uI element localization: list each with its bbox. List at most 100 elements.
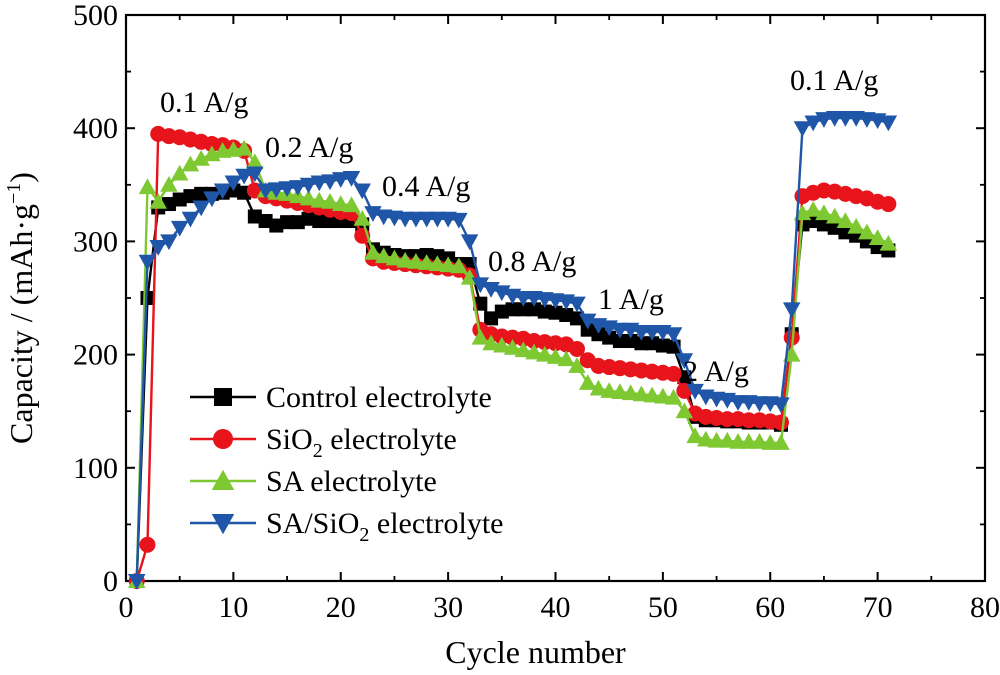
data-point xyxy=(815,204,833,221)
data-point xyxy=(312,214,327,229)
series-2 xyxy=(127,139,898,588)
data-point xyxy=(546,348,565,364)
data-point xyxy=(139,536,156,553)
legend-label: SA/SiO2 electrolyte xyxy=(266,507,503,546)
data-point xyxy=(172,192,187,207)
x-tick-label: 20 xyxy=(326,591,356,624)
data-point xyxy=(493,336,511,353)
data-point xyxy=(804,115,822,132)
data-point xyxy=(256,183,275,200)
data-point xyxy=(772,434,790,450)
legend-label-sub: 2 xyxy=(313,440,323,462)
data-point xyxy=(484,311,499,326)
data-point xyxy=(417,254,436,270)
data-point xyxy=(557,350,575,367)
data-point xyxy=(321,174,339,191)
data-point xyxy=(299,177,318,194)
series-layer xyxy=(127,111,898,590)
data-point xyxy=(396,251,414,268)
y-tick-label: 500 xyxy=(73,0,118,32)
data-point xyxy=(364,243,382,260)
legend-marker xyxy=(213,429,233,449)
legend-marker xyxy=(214,388,232,406)
data-point xyxy=(471,328,490,345)
data-point xyxy=(138,178,157,195)
data-point xyxy=(838,225,853,240)
data-point xyxy=(192,150,210,166)
data-point xyxy=(160,176,178,192)
data-point xyxy=(471,277,490,294)
data-point xyxy=(310,175,329,192)
data-point xyxy=(612,334,627,349)
data-point xyxy=(675,353,694,370)
data-point xyxy=(589,379,608,396)
x-tick-label: 30 xyxy=(433,591,463,624)
y-tick-label: 300 xyxy=(73,225,118,258)
x-tick-label: 70 xyxy=(863,591,893,624)
data-point xyxy=(460,234,479,251)
data-point xyxy=(634,336,649,351)
axes: 0 10 20 30 40 50 60 70 80 0 100 200 300 400 500 Cycle n… xyxy=(3,0,1000,670)
data-point xyxy=(310,191,329,208)
legend-label-sub: 2 xyxy=(359,524,369,546)
data-point xyxy=(439,256,457,273)
data-point xyxy=(289,180,307,196)
y-axis-title-sup: −1 xyxy=(3,183,25,204)
data-point xyxy=(181,211,200,228)
data-point xyxy=(537,304,552,319)
data-point xyxy=(804,200,822,217)
data-point xyxy=(868,229,887,246)
data-point xyxy=(246,166,264,183)
data-point xyxy=(782,302,801,319)
data-point xyxy=(880,196,897,213)
y-tick-label: 400 xyxy=(73,112,118,145)
data-point xyxy=(170,220,189,237)
data-point xyxy=(374,247,393,264)
data-point xyxy=(332,195,350,212)
data-point xyxy=(385,249,404,266)
series-line xyxy=(135,132,889,582)
data-point xyxy=(793,121,812,137)
legend-label-post: electrolyte xyxy=(323,423,457,456)
data-point xyxy=(623,334,638,349)
data-point xyxy=(323,214,338,229)
data-point xyxy=(858,223,876,240)
data-point xyxy=(718,431,737,448)
data-point xyxy=(321,193,339,209)
legend-label: Control electrolyte xyxy=(266,381,492,414)
rate-label: 2 A/g xyxy=(683,355,749,388)
data-point xyxy=(548,305,563,320)
data-point xyxy=(568,357,586,373)
data-point xyxy=(525,343,543,360)
data-point xyxy=(602,330,617,345)
data-point xyxy=(258,214,273,229)
data-point xyxy=(772,414,789,431)
x-tick-label: 50 xyxy=(648,591,678,624)
rate-label: 0.2 A/g xyxy=(265,131,353,164)
data-point xyxy=(247,209,262,224)
data-point xyxy=(192,200,210,217)
data-point xyxy=(353,210,371,226)
data-point xyxy=(645,336,660,351)
data-point xyxy=(686,383,704,400)
x-axis-title: Cycle number xyxy=(445,634,626,670)
rate-label: 1 A/g xyxy=(598,283,664,316)
data-point xyxy=(299,189,318,206)
data-point xyxy=(428,255,447,272)
data-point xyxy=(514,341,533,358)
data-point xyxy=(686,427,704,444)
data-point xyxy=(664,388,683,405)
data-point xyxy=(665,365,682,382)
legend-label-text: SA/SiO xyxy=(266,507,359,540)
x-tick-label: 40 xyxy=(541,591,571,624)
data-point xyxy=(183,189,198,204)
legend-label-text: SA electrolyte xyxy=(266,465,437,498)
data-point xyxy=(194,186,209,201)
data-point xyxy=(568,340,585,357)
y-tick-label: 200 xyxy=(73,339,118,372)
data-point xyxy=(138,254,157,271)
data-point xyxy=(611,383,629,399)
legend-label-text: Control electrolyte xyxy=(266,381,492,414)
